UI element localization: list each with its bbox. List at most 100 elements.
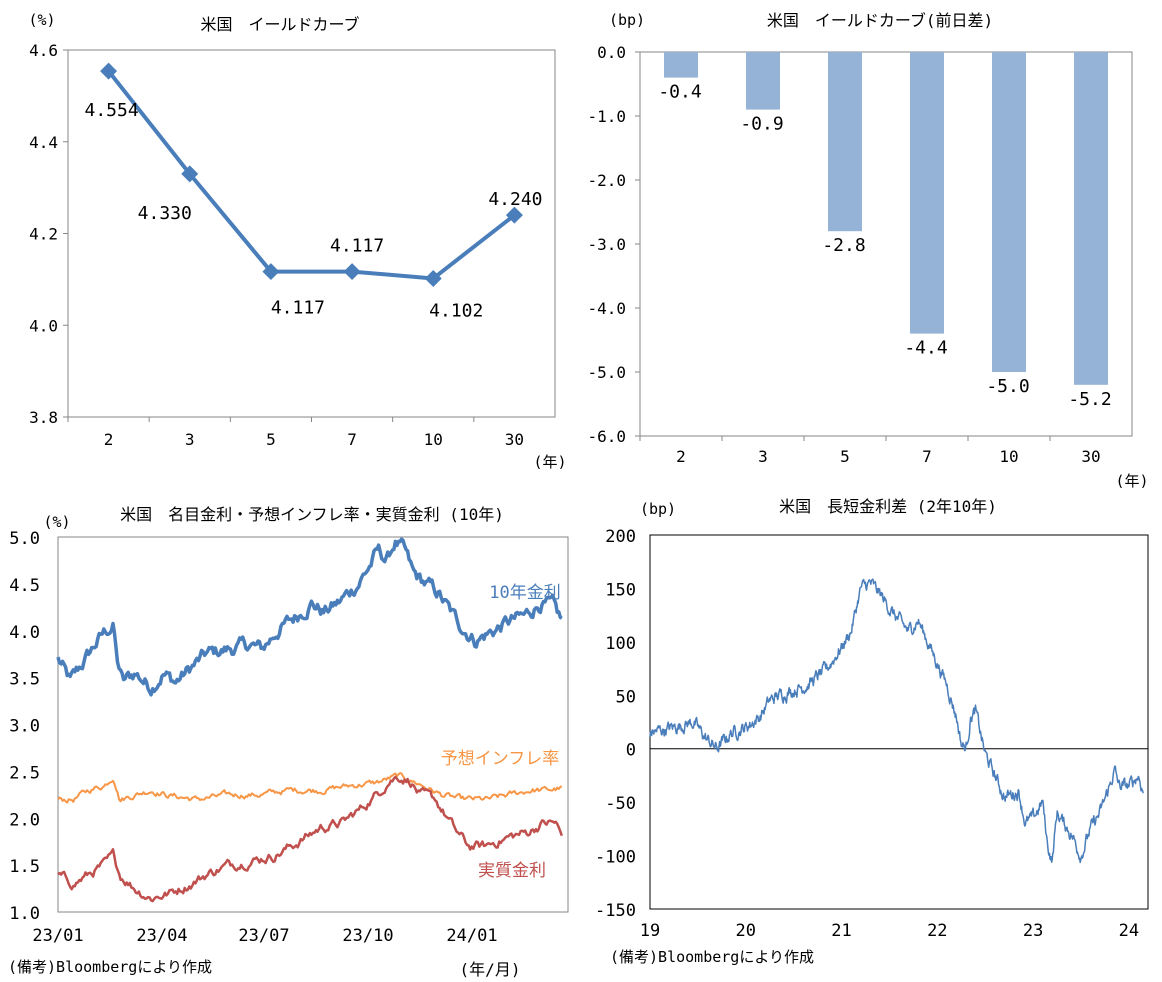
spread-ytick-label: 150 [605, 580, 636, 600]
yield-curve-data-label: 4.240 [488, 189, 542, 210]
rates-xtick-label: 23/01 [32, 926, 83, 946]
yield-diff-ytick-label: -4.0 [587, 299, 626, 318]
yield-curve-x-unit-label: (年) [533, 453, 566, 471]
yield-diff-xtick-label: 3 [758, 447, 768, 466]
rates-ytick-label: 1.0 [9, 904, 40, 924]
spread-ytick-label: 200 [605, 527, 636, 547]
yield-diff-xtick-label: 10 [999, 447, 1018, 466]
yield-curve-marker [424, 269, 442, 287]
yield-diff-bar [746, 52, 780, 110]
rates-ytick-label: 2.0 [9, 810, 40, 830]
rates-xtick-label: 23/04 [136, 926, 187, 946]
yield-diff-xtick-label: 5 [840, 447, 850, 466]
yield-diff-xtick-label: 7 [922, 447, 932, 466]
yield-curve-xtick-label: 30 [505, 430, 524, 449]
yield-diff-title: 米国 イールドカーブ(前日差) [767, 11, 993, 30]
yield-curve-marker [181, 165, 199, 183]
yield-diff-data-label: -0.4 [658, 82, 701, 103]
yield-diff-data-label: -2.8 [822, 235, 865, 256]
rates-xtick-label: 24/01 [446, 926, 497, 946]
spread-xtick-label: 20 [736, 921, 756, 941]
yield-curve-ytick-label: 4.0 [29, 316, 58, 335]
yield-diff-data-label: -4.4 [904, 338, 947, 359]
yield-diff-ytick-label: -2.0 [587, 171, 626, 190]
yield-curve-ytick-label: 4.4 [29, 133, 58, 152]
rates-title: 米国 名目金利・予想インフレ率・実質金利 (10年) [120, 505, 504, 524]
yield-curve-data-label: 4.117 [271, 298, 325, 319]
yield-diff-ytick-label: -1.0 [587, 107, 626, 126]
yield-curve-line [107, 69, 516, 281]
yield-diff-xtick-label: 30 [1081, 447, 1100, 466]
rates-x-unit-label: (年/月) [460, 960, 521, 979]
yield-curve-ytick-label: 4.2 [29, 225, 58, 244]
yield-diff-ytick-label: -6.0 [587, 427, 626, 446]
yield-diff-bar [828, 52, 862, 232]
spread-unit-label: (bp) [640, 500, 676, 518]
spread-ytick-label: 50 [616, 687, 636, 707]
yield-curve-ytick-label: 3.8 [29, 408, 58, 427]
spread-ytick-label: -100 [595, 848, 636, 868]
yield-diff-unit-label: (bp) [609, 11, 645, 29]
yield-curve-data-label: 4.330 [138, 203, 192, 224]
yield-curve-data-label: 4.117 [330, 236, 384, 257]
yield-curve-data-label: 4.554 [84, 100, 138, 121]
yield-diff-ytick-label: 0.0 [597, 43, 626, 62]
spread-xtick-label: 19 [640, 921, 660, 941]
spread-source-note: (備考)Bloombergにより作成 [610, 948, 814, 966]
rates-legend-10y: 10年金利 [489, 583, 560, 603]
yield-diff-x-unit-label: (年) [1115, 472, 1148, 490]
spread-ytick-label: 0 [626, 741, 636, 761]
spread-line [649, 578, 1144, 864]
rates-line-real [57, 775, 563, 903]
yield-curve-xtick-label: 7 [347, 430, 357, 449]
yield-diff-bar [992, 52, 1026, 372]
spread-xtick-label: 24 [1119, 921, 1139, 941]
rates-line-breakeven [57, 772, 563, 804]
rates-source-note: (備考)Bloombergにより作成 [8, 958, 212, 976]
rates-unit-label: (%) [43, 513, 70, 531]
rates-ytick-label: 2.5 [9, 763, 40, 783]
yield-curve-ytick-label: 4.6 [29, 41, 58, 60]
spread-xtick-label: 21 [831, 921, 851, 941]
rates-xtick-label: 23/07 [238, 926, 289, 946]
spread-xtick-label: 23 [1023, 921, 1043, 941]
rates-plot-area [57, 536, 569, 913]
yield-curve-xtick-label: 10 [424, 430, 443, 449]
rates-line-10y-nominal [56, 537, 563, 697]
yield-curve-marker [262, 263, 280, 281]
spread-plot-area [649, 534, 1149, 910]
spread-ytick-label: -50 [605, 794, 636, 814]
rates-ytick-label: 3.0 [9, 717, 40, 737]
yield-curve-title: 米国 イールドカーブ [200, 15, 359, 34]
rates-ytick-label: 1.5 [9, 857, 40, 877]
yield-diff-data-label: -5.0 [986, 376, 1029, 397]
yield-diff-bar [664, 52, 698, 78]
yield-diff-ytick-label: -3.0 [587, 235, 626, 254]
yield-curve-xtick-label: 3 [185, 430, 195, 449]
rates-ytick-label: 4.0 [9, 623, 40, 643]
rates-legend-real: 実質金利 [478, 861, 546, 881]
yield-diff-data-label: -0.9 [740, 114, 783, 135]
yield-curve-unit-label: (%) [28, 11, 55, 29]
yield-curve-marker [343, 263, 361, 281]
yield-diff-ytick-label: -5.0 [587, 363, 626, 382]
yield-curve-plot-area [67, 49, 556, 418]
yield-diff-bar [910, 52, 944, 334]
yield-curve-data-label: 4.102 [429, 300, 483, 321]
yield-diff-plot-area [639, 51, 1133, 437]
yield-curve-xtick-label: 2 [104, 430, 114, 449]
yield-curve-marker [505, 206, 523, 224]
rates-xtick-label: 23/10 [342, 926, 393, 946]
yield-diff-data-label: -5.2 [1068, 389, 1111, 410]
spread-title: 米国 長短金利差 (2年10年) [779, 497, 997, 516]
rates-ytick-label: 5.0 [9, 529, 40, 549]
spread-ytick-label: 100 [605, 634, 636, 654]
yield-diff-bar [1074, 52, 1108, 385]
yield-curve-marker [100, 62, 118, 80]
yield-curve-xtick-label: 5 [266, 430, 276, 449]
spread-ytick-label: -150 [595, 901, 636, 921]
rates-ytick-label: 3.5 [9, 670, 40, 690]
rates-legend-breakeven: 予想インフレ率 [441, 749, 560, 769]
spread-xtick-label: 22 [927, 921, 947, 941]
